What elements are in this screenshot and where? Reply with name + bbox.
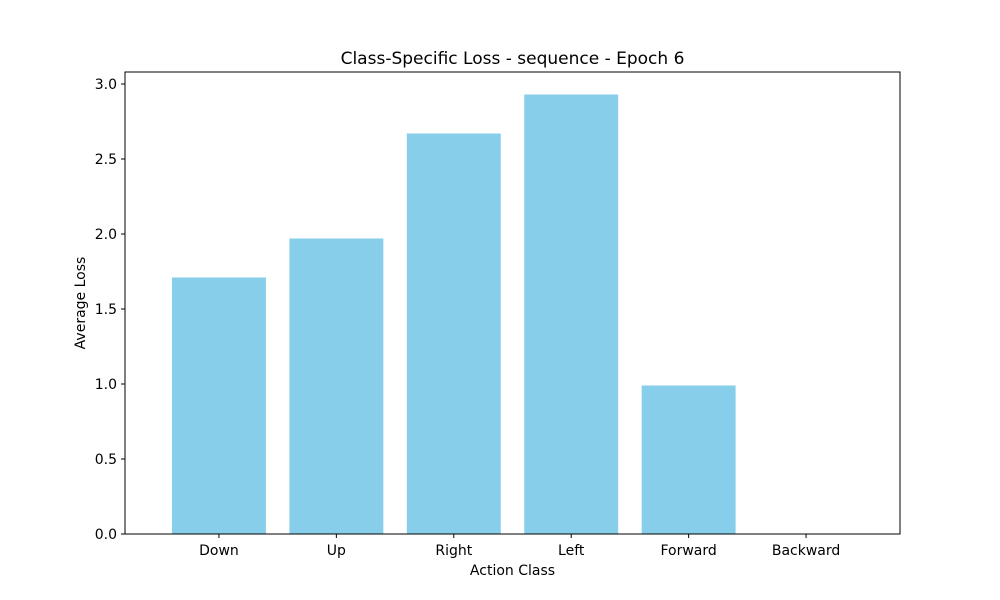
x-tick-label: Left [558,543,585,559]
y-tick-label: 2.0 [95,227,117,243]
bar-right [406,133,501,534]
x-axis-ticks: Down Up Right Left Forward Backward [199,534,840,559]
y-axis-ticks: 0.0 0.5 1.0 1.5 2.0 2.5 3.0 [95,77,125,543]
plot-frame [124,71,901,535]
y-axis-label: Average Loss [73,257,89,350]
chart-title: Class-Specific Loss - sequence - Epoch 6 [341,49,685,69]
x-tick-label: Forward [660,543,716,559]
x-axis-label: Action Class [470,563,555,579]
y-tick-label: 0.5 [95,452,117,468]
bar-forward [641,385,736,534]
bars-group [171,94,736,534]
bar-up [289,238,384,534]
y-tick-label: 3.0 [95,77,117,93]
y-tick-label: 1.5 [95,302,117,318]
y-tick-label: 2.5 [95,152,117,168]
x-tick-label: Right [435,543,472,559]
bar-down [171,277,266,534]
x-tick-label: Up [327,543,346,559]
y-tick-label: 1.0 [95,377,117,393]
bar-left [524,94,619,534]
y-tick-label: 0.0 [95,527,117,543]
x-tick-label: Backward [772,543,840,559]
x-tick-label: Down [199,543,239,559]
